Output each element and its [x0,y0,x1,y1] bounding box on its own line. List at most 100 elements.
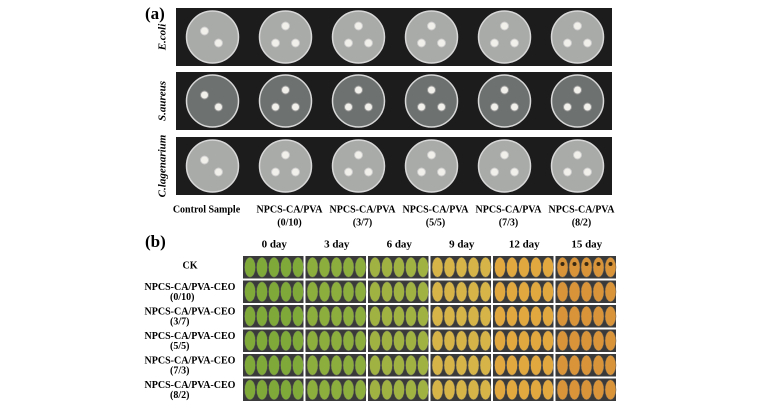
mango [342,306,355,327]
mango [455,257,468,278]
mango [542,379,554,400]
mango [342,330,355,351]
mango [542,257,554,278]
mango [580,281,593,302]
mango [494,306,506,327]
mango [268,306,280,327]
mango [568,355,581,376]
disc [200,26,209,36]
row-label: CK [183,260,198,271]
mango [604,281,617,302]
disc [281,150,290,160]
column-label: 9 day [449,239,475,251]
petri-dish [331,10,386,64]
disc [583,38,592,48]
petri-dish [185,10,240,64]
mango [318,355,331,376]
petri-dish [331,74,386,128]
mango [306,281,319,302]
mango [556,379,569,400]
mango [431,379,444,400]
disc [500,150,509,160]
disc [344,102,353,112]
mango [330,379,343,400]
mango [354,379,367,400]
mango [467,281,480,302]
spot [596,262,601,266]
row-label: NPCS-CA/PVA-CEO [145,380,236,391]
mango [342,257,355,278]
mango [568,306,581,327]
mango [256,257,268,278]
disc [417,38,426,48]
mango [506,355,518,376]
mango [592,281,605,302]
mango [369,379,381,400]
petri-dish [258,139,313,193]
spot [584,262,589,266]
mango [592,379,605,400]
column-label: NPCS-CA/PVA [403,204,470,215]
petri-dish [258,10,313,64]
mango [330,355,343,376]
mango [256,306,268,327]
disc [354,150,363,160]
mango [467,355,480,376]
disc [364,167,373,177]
mango [518,257,530,278]
mango [494,355,506,376]
mango [506,281,518,302]
disc [291,102,300,112]
disc [500,21,509,31]
disc [583,167,592,177]
mango [280,379,292,400]
mango [256,379,268,400]
mango [479,379,492,400]
mango [417,330,429,351]
mango [455,306,468,327]
disc [427,21,436,31]
mango [518,281,530,302]
mango [268,281,280,302]
mango [417,281,429,302]
mango [393,330,405,351]
mango [443,379,456,400]
mango [280,330,292,351]
mango [417,306,429,327]
column-label: NPCS-CA/PVA [476,204,543,215]
mango [592,306,605,327]
disc [214,38,223,48]
column-label: (5/5) [426,217,445,228]
mango [530,281,542,302]
disc [200,90,209,100]
mango [431,257,444,278]
mango [592,355,605,376]
mango [306,306,319,327]
mango [318,281,331,302]
mango [467,379,480,400]
mango [479,257,492,278]
mango [417,379,429,400]
mango [405,257,417,278]
mango [268,379,280,400]
column-label: (0/10) [277,217,301,228]
mango [506,306,518,327]
mango [443,281,456,302]
mango [455,281,468,302]
column-label: 3 day [324,239,350,251]
disc [490,167,499,177]
disc [500,85,509,95]
disc [563,102,572,112]
row-label: S.aureus [157,81,169,121]
mango [292,355,304,376]
disc [354,85,363,95]
mango [280,306,292,327]
mango [318,257,331,278]
mango [405,355,417,376]
spot [560,262,565,266]
mango [568,379,581,400]
mango [568,281,581,302]
mango [518,355,530,376]
mango [556,355,569,376]
column-label: Control Sample [173,204,241,215]
